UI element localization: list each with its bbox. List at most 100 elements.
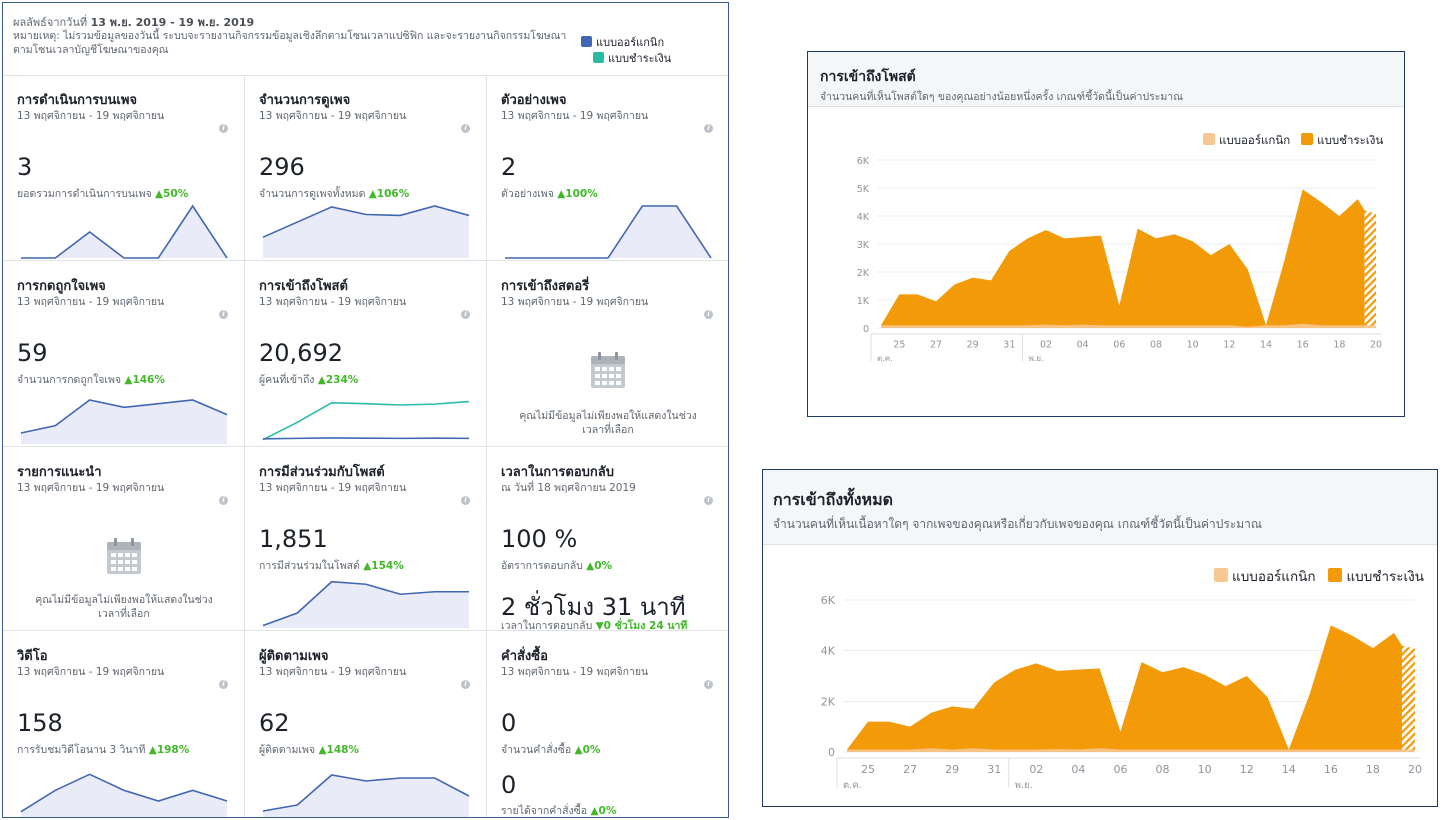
- card-value: 59: [17, 339, 48, 367]
- empty-state-message: คุณไม่มีข้อมูลไม่เพียงพอให้แสดงในช่วงเวล…: [519, 410, 697, 436]
- info-icon[interactable]: i: [219, 496, 228, 505]
- x-tick-label: 06: [1113, 340, 1125, 351]
- card-post-reach[interactable]: การเข้าถึงโพสต์ 13 พฤศจิกายน - 19 พฤศจิก…: [245, 261, 487, 447]
- x-tick-label: 12: [1223, 340, 1235, 351]
- info-icon[interactable]: i: [219, 310, 228, 319]
- card-title: คำสั่งซื้อ: [501, 649, 548, 664]
- card-value-secondary: 0: [501, 771, 517, 799]
- card-subtitle: ผู้ติดตามเพจ ▲148%: [259, 744, 359, 756]
- info-icon[interactable]: i: [704, 124, 713, 133]
- card-title: รายการแนะนำ: [17, 465, 102, 480]
- sparkline-area: [21, 774, 227, 817]
- card-subtitle: การมีส่วนร่วมในโพสต์ ▲154%: [259, 560, 404, 572]
- card-response-time[interactable]: เวลาในการตอบกลับ ณ วันที่ 18 พฤศจิกายน 2…: [487, 447, 728, 631]
- card-date: 13 พฤศจิกายน - 19 พฤศจิกายน: [17, 110, 165, 122]
- card-video[interactable]: วิดีโอ 13 พฤศจิกายน - 19 พฤศจิกายน i 158…: [3, 631, 245, 817]
- card-date: 13 พฤศจิกายน - 19 พฤศจิกายน: [501, 296, 649, 308]
- month-label: พ.ย.: [1015, 780, 1033, 791]
- legend-label-paid: แบบชำระเงิน: [1317, 133, 1384, 147]
- x-tick-label: 06: [1113, 763, 1127, 776]
- sparkline-chart: [505, 205, 712, 259]
- card-title: วิดีโอ: [17, 649, 48, 664]
- summary-note: หมายเหตุ: ไม่รวมข้อมูลของวันนี้ ระบบจะรา…: [13, 30, 567, 56]
- y-tick-label: 3K: [857, 240, 870, 251]
- legend-label-organic: แบบออร์แกนิก: [1232, 569, 1316, 585]
- delta-badge: ▲154%: [363, 560, 404, 572]
- delta-badge: ▲50%: [155, 188, 189, 200]
- info-icon[interactable]: i: [461, 310, 470, 319]
- info-icon[interactable]: i: [219, 124, 228, 133]
- total-reach-chart-card: การเข้าถึงทั้งหมด จำนวนคนที่เห็นเนื้อหาใ…: [762, 469, 1438, 807]
- x-tick-label: 29: [967, 340, 979, 351]
- sparkline-area: [263, 775, 469, 817]
- month-label: ต.ค.: [877, 354, 893, 363]
- card-page-followers[interactable]: ผู้ติดตามเพจ 13 พฤศจิกายน - 19 พฤศจิกายน…: [245, 631, 487, 817]
- sparkline-area: [21, 206, 227, 258]
- chart-legend: แบบออร์แกนิก แบบชำระเงิน: [1214, 565, 1424, 587]
- card-title: การกดถูกใจเพจ: [17, 279, 106, 294]
- x-tick-label: 04: [1071, 763, 1085, 776]
- y-tick-label: 4K: [857, 212, 870, 223]
- legend-swatch-paid: [593, 52, 604, 63]
- x-tick-label: 25: [893, 340, 905, 351]
- card-value: 1,851: [259, 525, 328, 553]
- card-subtitle: อัตราการตอบกลับ ▲0%: [501, 560, 613, 572]
- card-subtitle: ยอดรวมการดำเนินการบนเพจ ▲50%: [17, 188, 189, 200]
- card-title: ผู้ติดตามเพจ: [259, 649, 329, 664]
- card-value: 0: [501, 709, 517, 737]
- delta-badge: ▲0%: [590, 805, 617, 817]
- info-icon[interactable]: i: [461, 124, 470, 133]
- chart-title: การเข้าถึงทั้งหมด: [773, 490, 893, 509]
- card-date: 13 พฤศจิกายน - 19 พฤศจิกายน: [259, 110, 407, 122]
- info-icon[interactable]: i: [704, 310, 713, 319]
- x-tick-label: 02: [1040, 340, 1052, 351]
- sparkline-chart: [20, 773, 228, 817]
- x-tick-label: 29: [945, 763, 959, 776]
- chart-header: [763, 470, 1437, 545]
- x-tick-label: 27: [903, 763, 917, 776]
- legend-swatch-organic: [1214, 568, 1228, 582]
- y-tick-label: 2K: [857, 268, 870, 279]
- card-page-likes[interactable]: การกดถูกใจเพจ 13 พฤศจิกายน - 19 พฤศจิกาย…: [3, 261, 245, 447]
- y-tick-label: 4K: [821, 645, 836, 658]
- y-tick-label: 6K: [821, 594, 836, 607]
- y-tick-label: 6K: [857, 156, 870, 167]
- info-icon[interactable]: i: [704, 496, 713, 505]
- sparkline-line: [262, 774, 470, 812]
- card-value: 2: [501, 153, 517, 181]
- info-icon[interactable]: i: [704, 680, 713, 689]
- card-subtitle: ตัวอย่างเพจ ▲100%: [501, 188, 598, 200]
- x-tick-label: 31: [987, 763, 1001, 776]
- x-tick-label: 14: [1260, 340, 1272, 351]
- sparkline-area: [263, 581, 469, 628]
- sparkline-line: [20, 773, 228, 813]
- sparkline-chart: [262, 580, 469, 628]
- info-icon[interactable]: i: [461, 496, 470, 505]
- sparkline-line: [262, 400, 470, 441]
- sparkline-line: [505, 205, 712, 259]
- card-post-engagement[interactable]: การมีส่วนร่วมกับโพสต์ 13 พฤศจิกายน - 19 …: [245, 447, 487, 631]
- card-value: 296: [259, 153, 305, 181]
- card-page-previews[interactable]: ตัวอย่างเพจ 13 พฤศจิกายน - 19 พฤศจิกายน …: [487, 75, 728, 261]
- delta-badge: ▼0 ชั่วโมง 24 นาที: [595, 620, 688, 631]
- info-icon[interactable]: i: [219, 680, 228, 689]
- card-page-actions[interactable]: การดำเนินการบนเพจ 13 พฤศจิกายน - 19 พฤศจ…: [3, 75, 245, 261]
- card-date: ณ วันที่ 18 พฤศจิกายน 2019: [501, 482, 636, 494]
- legend-swatch-organic: [1203, 133, 1215, 145]
- card-page-views[interactable]: จำนวนการดูเพจ 13 พฤศจิกายน - 19 พฤศจิกาย…: [245, 75, 487, 261]
- card-date: 13 พฤศจิกายน - 19 พฤศจิกายน: [259, 296, 407, 308]
- card-title: เวลาในการตอบกลับ: [501, 465, 614, 480]
- series-organic-area: [847, 748, 1415, 752]
- month-label: พ.ย.: [1029, 354, 1044, 363]
- x-tick-label: 08: [1156, 763, 1170, 776]
- card-title: การมีส่วนร่วมกับโพสต์: [259, 465, 385, 480]
- card-recommendations[interactable]: รายการแนะนำ 13 พฤศจิกายน - 19 พฤศจิกายน …: [3, 447, 245, 631]
- info-icon[interactable]: i: [461, 680, 470, 689]
- area-chart: 0 2K 4K 6K 25 27 29 31 02 04 06 08 10 12 14 16 18 20 ต.ค. พ…: [821, 594, 1422, 791]
- sparkline-area: [505, 206, 711, 258]
- card-title: การเข้าถึงโพสต์: [259, 279, 348, 294]
- card-story-reach[interactable]: การเข้าถึงสตอรี่ 13 พฤศจิกายน - 19 พฤศจิ…: [487, 261, 728, 447]
- card-title: การเข้าถึงสตอรี่: [501, 279, 590, 294]
- card-orders[interactable]: คำสั่งซื้อ 13 พฤศจิกายน - 19 พฤศจิกายน i…: [487, 631, 728, 817]
- x-tick-label: 18: [1333, 340, 1345, 351]
